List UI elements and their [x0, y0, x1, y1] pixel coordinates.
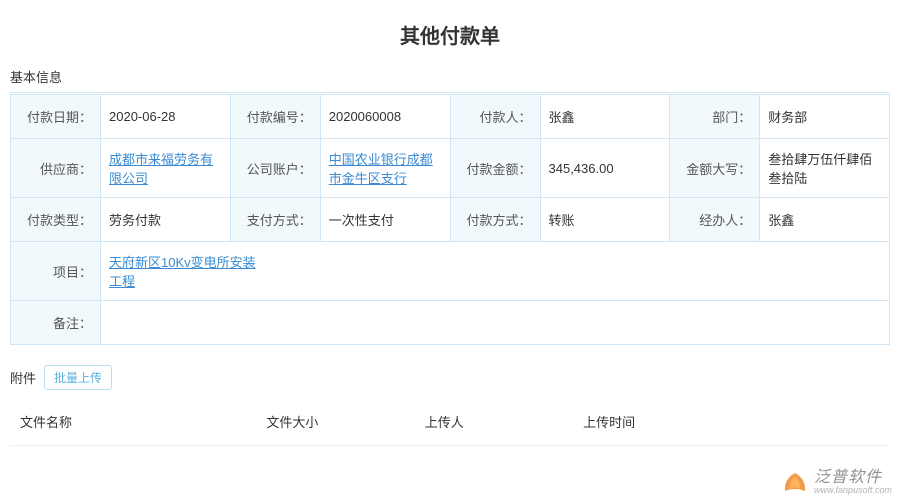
value-pay-method: 转账: [540, 198, 670, 242]
col-file-name: 文件名称: [10, 398, 256, 446]
watermark-text: 泛普软件 www.fanpusoft.com: [814, 470, 892, 495]
label-pay-mode: 支付方式：: [230, 198, 320, 242]
value-payer: 张鑫: [540, 95, 670, 139]
label-amount: 付款金额：: [450, 139, 540, 198]
info-table: 付款日期： 2020-06-28 付款编号： 2020060008 付款人： 张…: [10, 94, 890, 345]
table-row: 备注：: [11, 301, 890, 345]
value-handler: 张鑫: [760, 198, 890, 242]
batch-upload-button[interactable]: 批量上传: [44, 365, 112, 390]
value-payment-no: 2020060008: [320, 95, 450, 139]
attach-header: 附件 批量上传: [10, 365, 890, 390]
logo-icon: [782, 469, 808, 495]
label-payment-date: 付款日期：: [11, 95, 101, 139]
table-row: 付款日期： 2020-06-28 付款编号： 2020060008 付款人： 张…: [11, 95, 890, 139]
value-payment-date: 2020-06-28: [101, 95, 231, 139]
label-pay-method: 付款方式：: [450, 198, 540, 242]
files-table: 文件名称 文件大小 上传人 上传时间: [10, 398, 890, 446]
label-company-account: 公司账户：: [230, 139, 320, 198]
label-handler: 经办人：: [670, 198, 760, 242]
label-amount-cn: 金额大写：: [670, 139, 760, 198]
supplier-link[interactable]: 成都市来福劳务有限公司: [109, 152, 213, 186]
table-row: 项目： 天府新区10Kv变电所安装工程: [11, 242, 890, 301]
table-row: 供应商： 成都市来福劳务有限公司 公司账户： 中国农业银行成都市金牛区支行 付款…: [11, 139, 890, 198]
watermark-main: 泛普软件: [814, 470, 892, 486]
col-uploader: 上传人: [415, 398, 573, 446]
value-supplier: 成都市来福劳务有限公司: [101, 139, 231, 198]
watermark-sub: www.fanpusoft.com: [814, 486, 892, 495]
label-supplier: 供应商：: [11, 139, 101, 198]
value-company-account: 中国农业银行成都市金牛区支行: [320, 139, 450, 198]
value-project: 天府新区10Kv变电所安装工程: [101, 242, 890, 301]
company-account-link[interactable]: 中国农业银行成都市金牛区支行: [329, 152, 433, 186]
value-amount-cn: 叁拾肆万伍仟肆佰叁拾陆: [760, 139, 890, 198]
col-upload-time: 上传时间: [573, 398, 890, 446]
page-title: 其他付款单: [10, 8, 890, 67]
label-project: 项目：: [11, 242, 101, 301]
attach-section-label: 附件: [10, 368, 36, 387]
label-dept: 部门：: [670, 95, 760, 139]
value-dept: 财务部: [760, 95, 890, 139]
form-container: 其他付款单 基本信息 付款日期： 2020-06-28 付款编号： 202006…: [0, 0, 900, 454]
col-file-size: 文件大小: [256, 398, 414, 446]
label-remark: 备注：: [11, 301, 101, 345]
value-pay-mode: 一次性支付: [320, 198, 450, 242]
label-payment-type: 付款类型：: [11, 198, 101, 242]
label-payer: 付款人：: [450, 95, 540, 139]
value-remark: [101, 301, 890, 345]
value-payment-type: 劳务付款: [101, 198, 231, 242]
project-link[interactable]: 天府新区10Kv变电所安装工程: [109, 252, 259, 290]
watermark: 泛普软件 www.fanpusoft.com: [782, 469, 892, 495]
files-header-row: 文件名称 文件大小 上传人 上传时间: [10, 398, 890, 446]
table-row: 付款类型： 劳务付款 支付方式： 一次性支付 付款方式： 转账 经办人： 张鑫: [11, 198, 890, 242]
label-payment-no: 付款编号：: [230, 95, 320, 139]
value-amount: 345,436.00: [540, 139, 670, 198]
section-basic-info: 基本信息: [10, 67, 890, 93]
